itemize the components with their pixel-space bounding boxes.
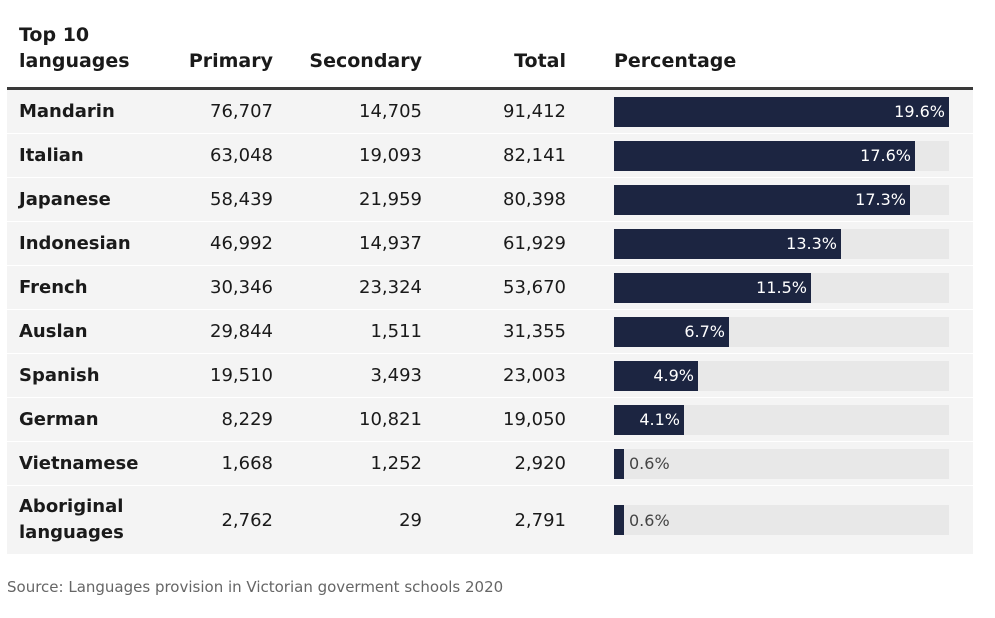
languages-table: Top 10 languages Primary Secondary Total… <box>7 18 973 555</box>
table-body: Mandarin 76,707 14,705 91,412 19.6% Italian 63… <box>7 90 973 555</box>
primary-cell: 19,510 <box>210 365 273 386</box>
table-row: Aboriginal languages 2,762 29 2,791 0.6% <box>7 486 973 555</box>
language-cell: Mandarin <box>19 100 115 122</box>
percentage-bar <box>614 140 915 171</box>
primary-cell: 63,048 <box>210 145 273 166</box>
language-cell: Japanese <box>19 188 111 210</box>
language-cell: Vietnamese <box>19 452 139 474</box>
percentage-label: 4.1% <box>639 410 680 429</box>
secondary-cell: 14,705 <box>359 101 422 122</box>
language-cell: German <box>19 408 99 430</box>
primary-cell: 8,229 <box>221 409 273 430</box>
percentage-label: 17.3% <box>855 190 906 209</box>
table-row: Italian 63,048 19,093 82,141 17.6% <box>7 134 973 178</box>
primary-cell: 1,668 <box>221 453 273 474</box>
total-cell: 61,929 <box>503 233 566 254</box>
primary-cell: 30,346 <box>210 277 273 298</box>
table-row: Japanese 58,439 21,959 80,398 17.3% <box>7 178 973 222</box>
percentage-track: 11.5% <box>614 272 949 303</box>
percentage-label: 0.6% <box>629 454 670 473</box>
percentage-label: 19.6% <box>894 102 945 121</box>
table-row: Spanish 19,510 3,493 23,003 4.9% <box>7 354 973 398</box>
percentage-bar <box>614 360 698 391</box>
total-cell: 2,920 <box>514 453 566 474</box>
total-cell: 19,050 <box>503 409 566 430</box>
language-cell: Auslan <box>19 320 88 342</box>
percentage-bar <box>614 316 729 347</box>
secondary-cell: 1,252 <box>370 453 422 474</box>
source-note: Source: Languages provision in Victorian… <box>7 578 504 596</box>
percentage-bar <box>614 272 811 303</box>
primary-cell: 46,992 <box>210 233 273 254</box>
secondary-cell: 10,821 <box>359 409 422 430</box>
table-header: Top 10 languages Primary Secondary Total… <box>7 18 973 90</box>
percentage-track: 0.6% <box>614 505 949 535</box>
header-total: Total <box>514 50 566 72</box>
percentage-track: 4.9% <box>614 360 949 391</box>
percentage-label: 6.7% <box>684 322 725 341</box>
percentage-bar <box>614 404 684 435</box>
secondary-cell: 23,324 <box>359 277 422 298</box>
total-cell: 80,398 <box>503 189 566 210</box>
percentage-track: 6.7% <box>614 316 949 347</box>
language-cell: Indonesian <box>19 232 131 254</box>
table-row: Indonesian 46,992 14,937 61,929 13.3% <box>7 222 973 266</box>
percentage-label: 13.3% <box>786 234 837 253</box>
secondary-cell: 14,937 <box>359 233 422 254</box>
primary-cell: 29,844 <box>210 321 273 342</box>
percentage-track: 4.1% <box>614 404 949 435</box>
percentage-label: 0.6% <box>629 510 670 530</box>
header-primary: Primary <box>188 50 273 72</box>
table-row: Vietnamese 1,668 1,252 2,920 0.6% <box>7 442 973 486</box>
language-cell: Aboriginal languages <box>19 496 124 543</box>
total-cell: 23,003 <box>503 365 566 386</box>
percentage-track: 17.6% <box>614 140 949 171</box>
table-row: Auslan 29,844 1,511 31,355 6.7% <box>7 310 973 354</box>
percentage-bar <box>614 228 841 259</box>
language-cell: French <box>19 276 88 298</box>
table-row: Mandarin 76,707 14,705 91,412 19.6% <box>7 90 973 134</box>
percentage-bar <box>614 448 624 479</box>
language-cell: Italian <box>19 144 84 166</box>
primary-cell: 2,762 <box>221 509 273 531</box>
percentage-bar <box>614 184 910 215</box>
percentage-label: 4.9% <box>653 366 694 385</box>
total-cell: 91,412 <box>503 101 566 122</box>
percentage-track: 19.6% <box>614 96 949 127</box>
secondary-cell: 21,959 <box>359 189 422 210</box>
percentage-label: 11.5% <box>756 278 807 297</box>
total-cell: 31,355 <box>503 321 566 342</box>
primary-cell: 76,707 <box>210 101 273 122</box>
secondary-cell: 29 <box>399 509 422 531</box>
percentage-track: 17.3% <box>614 184 949 215</box>
table-row: German 8,229 10,821 19,050 4.1% <box>7 398 973 442</box>
percentage-bar <box>614 505 624 535</box>
primary-cell: 58,439 <box>210 189 273 210</box>
secondary-cell: 1,511 <box>370 321 422 342</box>
header-secondary: Secondary <box>309 50 422 72</box>
total-cell: 2,791 <box>514 509 566 531</box>
total-cell: 53,670 <box>503 277 566 298</box>
header-language: Top 10 languages <box>19 24 130 72</box>
table-row: French 30,346 23,324 53,670 11.5% <box>7 266 973 310</box>
secondary-cell: 3,493 <box>370 365 422 386</box>
percentage-track: 13.3% <box>614 228 949 259</box>
language-cell: Spanish <box>19 364 100 386</box>
percentage-bar <box>614 96 949 127</box>
total-cell: 82,141 <box>503 145 566 166</box>
header-percentage: Percentage <box>614 50 737 72</box>
percentage-track: 0.6% <box>614 448 949 479</box>
percentage-label: 17.6% <box>860 146 911 165</box>
secondary-cell: 19,093 <box>359 145 422 166</box>
